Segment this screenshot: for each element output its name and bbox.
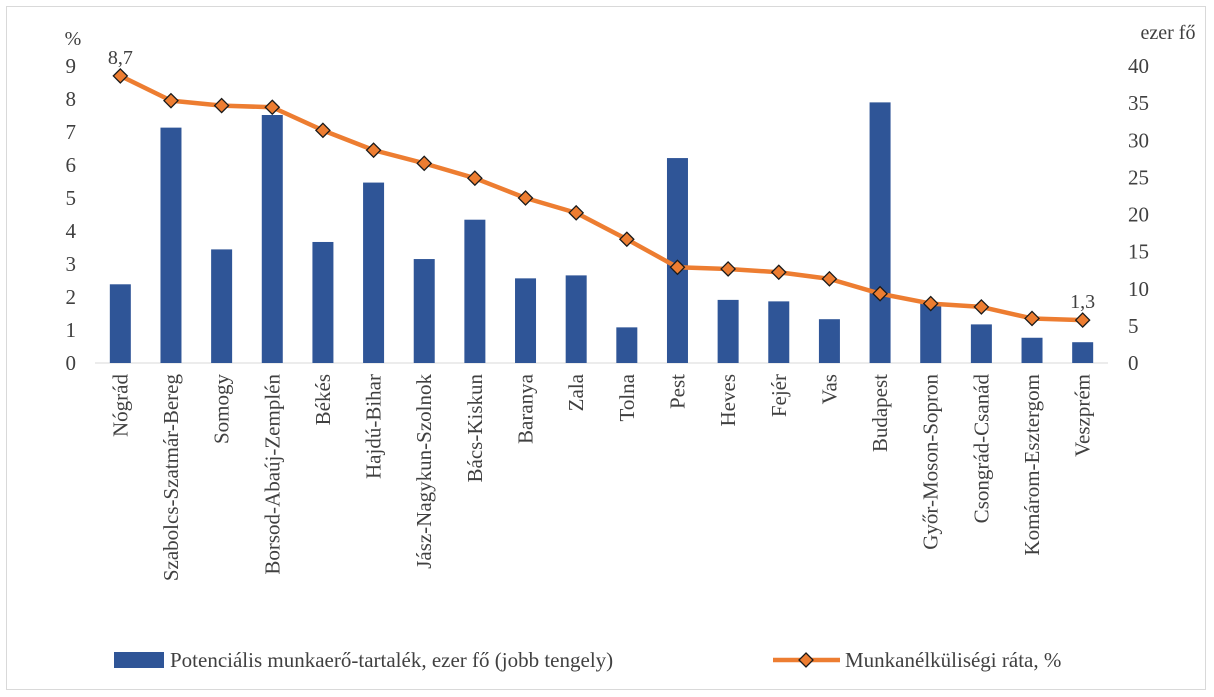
left-axis-tick-label: 0 — [66, 351, 77, 375]
bar — [109, 284, 131, 363]
right-axis-tick-label: 20 — [1128, 203, 1149, 227]
line-point — [568, 204, 585, 221]
category-label: Borsod-Abaúj-Zemplén — [260, 374, 284, 575]
category-label: Győr-Moson-Sopron — [919, 374, 943, 550]
line-point — [315, 122, 331, 139]
left-axis-unit: % — [65, 28, 82, 50]
category-label: Budapest — [868, 374, 892, 452]
bar — [1021, 337, 1043, 363]
right-axis-tick-label: 0 — [1128, 351, 1139, 375]
category-label: Heves — [716, 374, 740, 426]
right-axis-tick-label: 25 — [1128, 165, 1149, 189]
line-point — [112, 67, 129, 84]
bar — [818, 319, 840, 363]
right-axis-tick-label: 40 — [1128, 54, 1149, 78]
line-point — [163, 92, 179, 109]
right-axis-tick-label: 10 — [1128, 277, 1149, 301]
left-axis-tick-label: 9 — [66, 54, 77, 78]
line-point — [872, 285, 888, 302]
line-point — [720, 261, 737, 277]
bar — [768, 301, 790, 363]
line-point — [213, 97, 230, 114]
category-label: Veszprém — [1071, 374, 1095, 457]
category-label: Zala — [564, 373, 588, 411]
bar — [565, 275, 587, 363]
bar — [160, 127, 182, 363]
category-label: Jász-Nagykun-Szolnok — [412, 374, 436, 569]
bar — [970, 324, 992, 363]
legend-line-marker — [798, 652, 814, 668]
series-line — [119, 73, 1083, 323]
line-point — [1024, 310, 1040, 327]
bar — [869, 102, 891, 363]
data-label: 8,7 — [108, 47, 133, 69]
bar — [717, 299, 739, 363]
left-axis-tick-label: 8 — [66, 87, 77, 111]
line-point — [973, 298, 990, 315]
bar — [261, 115, 283, 363]
bar — [464, 219, 486, 363]
left-axis-tick-label: 1 — [66, 318, 77, 342]
line-point — [466, 170, 483, 187]
bar — [363, 182, 385, 363]
right-axis-tick-label: 5 — [1128, 314, 1139, 338]
line-point — [669, 259, 686, 276]
category-label: Fejér — [767, 374, 791, 417]
category-label: Hajdú-Bihar — [362, 374, 386, 479]
bar — [920, 302, 942, 363]
bar — [1072, 342, 1094, 363]
left-axis-tick-label: 5 — [66, 186, 77, 210]
line-point — [770, 264, 787, 281]
category-label: Komárom-Esztergom — [1020, 374, 1044, 556]
legend-bar-label: Potenciális munkaerő-tartalék, ezer fő (… — [170, 648, 613, 672]
legend-bar-swatch — [114, 652, 164, 668]
line-point — [821, 270, 838, 287]
line-point — [1074, 312, 1091, 329]
category-label: Baranya — [514, 373, 538, 444]
category-label: Pest — [665, 374, 689, 409]
category-label: Szabolcs-Szatmár-Bereg — [159, 374, 183, 582]
category-label: Nógrád — [108, 374, 132, 437]
bar — [413, 259, 435, 363]
chart-frame — [6, 6, 1206, 690]
left-axis-tick-label: 6 — [66, 153, 77, 177]
bar — [515, 278, 537, 363]
category-label: Bács-Kiskun — [463, 374, 487, 483]
bar — [312, 241, 334, 363]
left-axis-tick-label: 3 — [66, 252, 77, 276]
category-label: Somogy — [210, 374, 234, 445]
line-point — [365, 142, 382, 159]
line-point — [517, 190, 534, 206]
left-axis-tick-label: 7 — [66, 120, 77, 144]
category-label: Csongrád-Csanád — [969, 374, 993, 524]
right-axis-tick-label: 35 — [1128, 91, 1149, 115]
line-point — [416, 155, 433, 172]
line-point — [618, 231, 635, 248]
line-point — [264, 99, 281, 116]
left-axis-tick-label: 2 — [66, 285, 77, 309]
right-axis-unit: ezer fő — [1141, 22, 1196, 44]
bar — [211, 249, 233, 363]
right-axis-tick-label: 15 — [1128, 240, 1149, 264]
category-label: Tolna — [615, 373, 639, 421]
category-label: Békés — [311, 374, 335, 425]
legend-line-label: Munkanélküliségi ráta, % — [845, 648, 1061, 672]
right-axis-tick-label: 30 — [1128, 128, 1149, 152]
left-axis-tick-label: 4 — [66, 219, 77, 243]
data-label: 1,3 — [1070, 291, 1095, 313]
line-point — [922, 295, 939, 312]
bar — [616, 327, 638, 363]
category-label: Vas — [817, 374, 841, 404]
